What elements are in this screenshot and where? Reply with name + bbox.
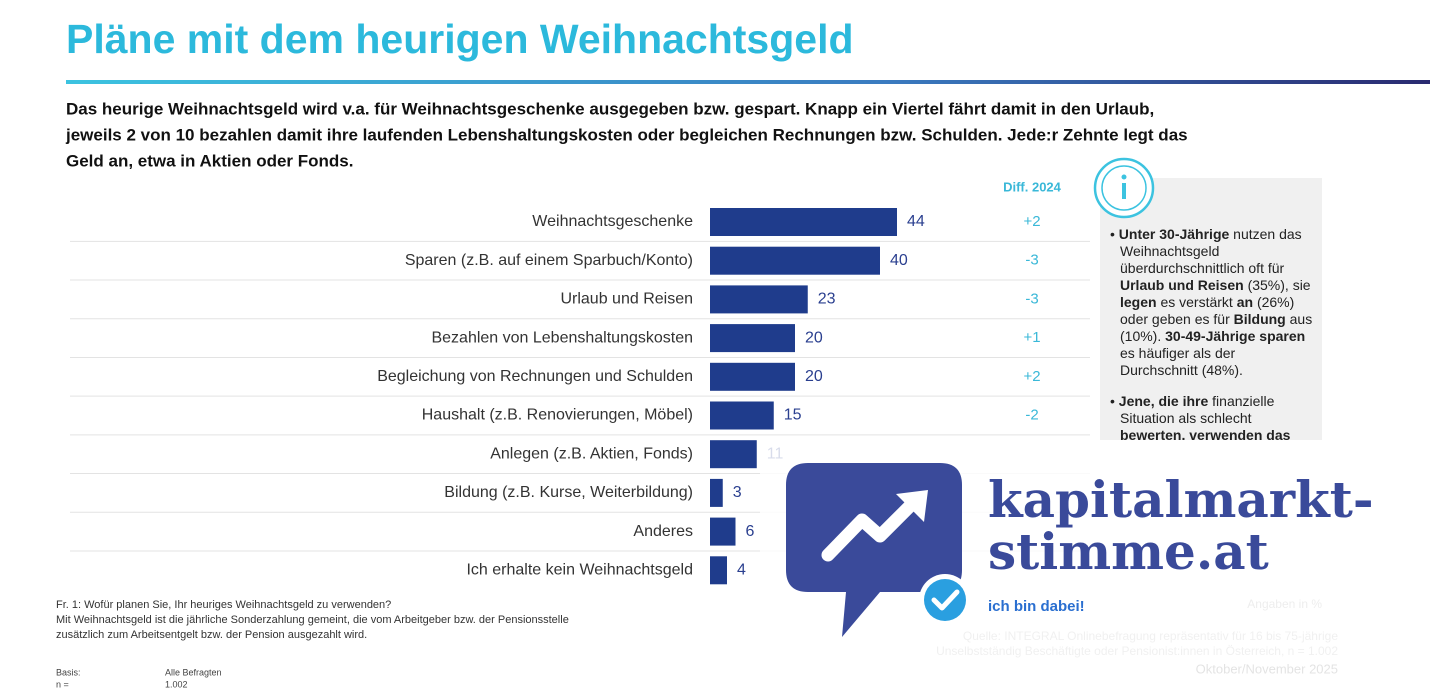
info-segment: finanzielle Situation als schlecht [1120,393,1275,426]
info-segment: nutzen das Weihnachtsgeld überdurchschni… [1120,226,1302,276]
check-mark [931,589,960,611]
diff-label: -3 [1025,290,1038,307]
info-bullet: Unter 30-Jährige nutzen das Weihnachtsge… [1110,226,1315,379]
logo-text: stimme.at [988,522,1269,581]
value-label: 4 [737,562,746,579]
info-bullet: Jene, die ihre finanzielle Situation als… [1110,393,1315,440]
value-label: 40 [890,252,908,269]
diff-label: -3 [1025,252,1038,269]
info-segment: Unter 30-Jährige [1118,226,1230,242]
footnote: Fr. 1: Wofür planen Sie, Ihr heuriges We… [56,599,391,611]
info-icon-i [1122,183,1126,199]
bar [710,556,727,585]
footnote: Mit Weihnachtsgeld ist die jährliche Son… [56,614,569,626]
bar [710,285,808,314]
info-segment: legen [1120,294,1157,310]
bar [710,362,795,391]
subtitle: jeweils 2 von 10 bezahlen damit ihre lau… [65,125,1188,144]
category-label: Sparen (z.B. auf einem Sparbuch/Konto) [405,252,693,269]
info-segment: es häufiger als der Durchschnitt (48%). [1120,345,1243,378]
footnote: zusätzlich zum Arbeitsentgelt bzw. der P… [56,629,367,641]
bar [710,517,736,546]
basis: 1.002 [165,679,188,689]
logo-overlay: kapitalmarkt- stimme.at ich bin dabei! [760,440,1374,693]
info-segment: an [1236,294,1254,310]
diff-label: +2 [1023,213,1040,230]
info-segment: Bildung [1233,311,1286,327]
check-circle [924,579,966,621]
title-rule [66,80,1430,84]
chart-title: Pläne mit dem heurigen Weihnachtsgeld [66,16,854,62]
info-segment: aus (10%). [1120,311,1313,344]
info-segment: Urlaub und Reisen [1120,277,1244,293]
diff-label: -2 [1025,406,1038,423]
diff-header: Diff. 2024 [1003,179,1062,194]
bar [710,324,795,353]
value-label: 6 [746,523,755,540]
value-label: 20 [805,368,823,385]
info-text: Unter 30-Jährige nutzen das Weihnachtsge… [1110,226,1315,440]
value-label: 3 [733,484,742,501]
value-label: 15 [784,407,802,424]
value-label: 23 [818,291,836,308]
basis: Alle Befragten [165,667,222,677]
category-label: Anlegen (z.B. Aktien, Fonds) [490,445,693,462]
logo-tagline: ich bin dabei! [988,598,1085,615]
bar [710,478,723,507]
logo-arrowhead [896,490,928,522]
category-label: Ich erhalte kein Weihnachtsgeld [466,562,693,579]
bar [710,246,880,275]
category-label: Urlaub und Reisen [560,291,693,308]
logo-arrow [821,497,919,562]
info-icon-ring [1101,165,1147,211]
info-segment: (35%), sie [1243,277,1311,293]
subtitle: Geld an, etwa in Aktien oder Fonds. [66,151,353,170]
bar [710,440,757,469]
basis: n = [56,679,69,689]
category-label: Bezahlen von Lebenshaltungskosten [431,329,693,346]
diff-label: +2 [1023,368,1040,385]
diff-label: +1 [1023,329,1040,346]
bar [710,401,774,430]
category-label: Haushalt (z.B. Renovierungen, Möbel) [422,407,693,424]
value-label: 20 [805,329,823,346]
basis: Basis: [56,667,81,677]
info-icon-dot [1121,174,1127,180]
category-label: Begleichung von Rechnungen und Schulden [377,368,693,385]
category-label: Anderes [633,523,693,540]
bar [710,208,897,236]
subtitle: Das heurige Weihnachtsgeld wird v.a. für… [66,99,1154,118]
info-segment: Jene, die ihre [1118,393,1213,409]
value-label: 44 [907,213,925,230]
category-label: Weihnachtsgeschenke [532,213,693,230]
info-segment: (26%) oder geben es für [1120,294,1295,327]
info-segment: 30-49-Jährige sparen [1165,328,1306,344]
category-label: Bildung (z.B. Kurse, Weiterbildung) [444,484,693,501]
logo-text: kapitalmarkt- [988,470,1374,529]
info-segment: bewerten, verwenden das Weihnachtsgeld v… [1120,427,1291,440]
info-segment: es verstärkt [1156,294,1237,310]
